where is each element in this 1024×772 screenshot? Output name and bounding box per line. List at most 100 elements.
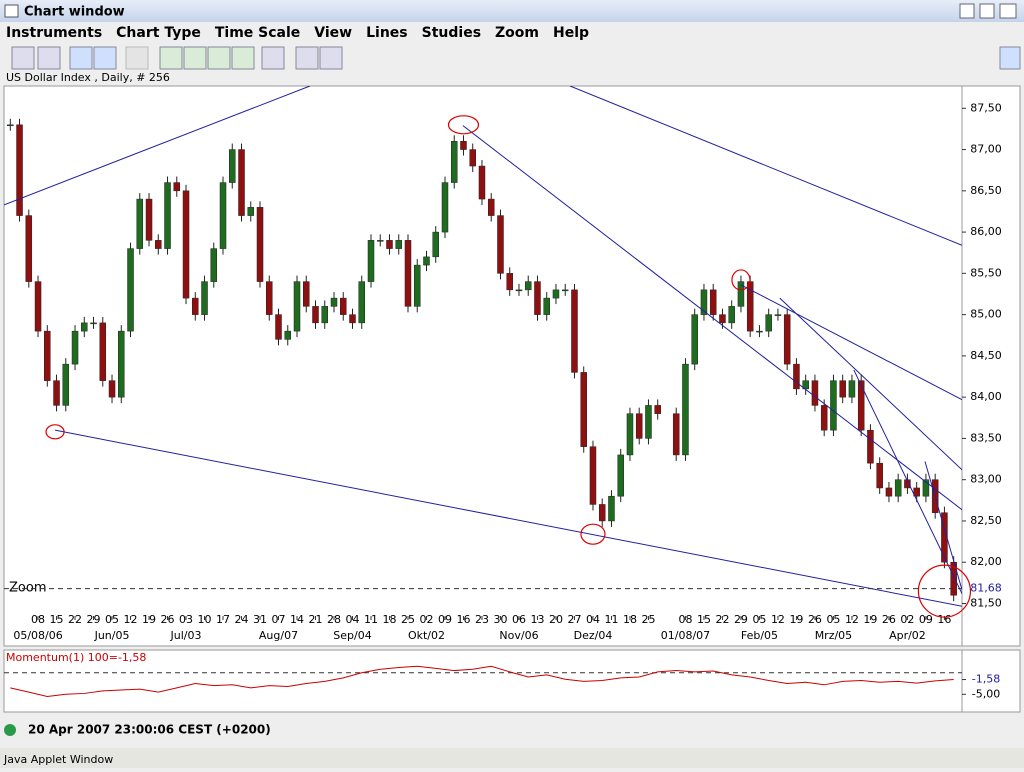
x-tick-label: 21 — [309, 613, 323, 626]
month-label: Dez/04 — [574, 629, 613, 642]
x-tick-label: 17 — [216, 613, 230, 626]
menu-item[interactable]: View — [314, 25, 352, 41]
month-label: Jul/03 — [170, 629, 202, 642]
x-tick-label: 24 — [235, 613, 249, 626]
month-label: Jun/05 — [94, 629, 130, 642]
x-tick-label: 05 — [752, 613, 766, 626]
candle-body — [201, 281, 208, 315]
month-label: 01/08/07 — [661, 629, 710, 642]
momentum-line — [10, 665, 954, 697]
candle-body — [62, 363, 70, 406]
close-button[interactable] — [999, 3, 1017, 19]
x-tick-label: 04 — [345, 613, 359, 626]
x-tick-label: 09 — [919, 613, 933, 626]
print-button[interactable] — [295, 46, 319, 70]
candle-body — [608, 495, 615, 522]
candle-body — [25, 215, 33, 282]
candle-body — [839, 380, 846, 398]
chart-tool[interactable] — [125, 46, 149, 70]
candle-body — [654, 405, 661, 414]
crosshair-tool[interactable] — [11, 46, 35, 70]
y-tick-label: 85,00 — [970, 308, 1002, 321]
candle-body — [913, 487, 920, 497]
x-tick-label: 18 — [623, 613, 637, 626]
candle-body — [709, 289, 717, 315]
menu-item[interactable]: Zoom — [495, 25, 539, 41]
month-label: Aug/07 — [259, 629, 298, 642]
candle-body — [691, 314, 698, 365]
highlight-circle — [731, 269, 751, 291]
candle-body — [524, 281, 532, 291]
minimize-button[interactable] — [959, 3, 975, 19]
candle-body — [53, 380, 60, 406]
candle-body — [728, 306, 735, 324]
x-tick-label: 20 — [549, 613, 563, 626]
candle-body — [450, 141, 458, 183]
candle-body — [423, 256, 430, 266]
y-tick-label: 86,50 — [970, 184, 1002, 197]
line-tool[interactable] — [231, 46, 255, 70]
x-tick-label: 22 — [715, 613, 729, 626]
trend-line — [924, 461, 962, 592]
line-tool[interactable] — [159, 46, 183, 70]
candle-body — [626, 413, 634, 456]
candle-body — [552, 289, 560, 299]
menu-item[interactable]: Time Scale — [215, 25, 300, 41]
candle-body — [330, 297, 338, 307]
line-tool[interactable] — [207, 46, 231, 70]
status-time: 20 Apr 2007 23:00:06 CEST (+0200) — [28, 723, 271, 737]
candle-body — [367, 240, 375, 282]
candle-body — [922, 479, 930, 497]
candle-body — [497, 215, 504, 274]
menu-item[interactable]: Instruments — [6, 25, 102, 41]
highlight-circle — [45, 424, 65, 440]
x-tick-label: 05 — [105, 613, 119, 626]
candle-body — [192, 297, 199, 315]
zoom-label: Zoom — [9, 581, 46, 596]
candle-body — [395, 240, 402, 249]
window-title: Chart window — [24, 5, 125, 20]
maximize-button[interactable] — [979, 3, 995, 19]
candle-body — [284, 330, 292, 340]
zoom-in[interactable] — [69, 46, 93, 70]
menu-item[interactable]: Chart Type — [116, 25, 201, 41]
menu-item[interactable]: Studies — [422, 25, 481, 41]
candle-body — [238, 149, 245, 216]
y-tick-label: 87,50 — [970, 101, 1002, 114]
x-tick-label: 06 — [512, 613, 526, 626]
candle-body — [635, 413, 643, 439]
menu-bar: Instruments Chart Type Time Scale View Lines… — [6, 25, 589, 41]
candle-body — [34, 281, 42, 332]
candle-body — [312, 306, 319, 324]
menu-item[interactable]: Help — [553, 25, 589, 41]
candle-body — [145, 198, 153, 241]
x-tick-label: 29 — [87, 613, 101, 626]
candle-body — [867, 429, 874, 464]
line-tool[interactable] — [183, 46, 207, 70]
candle-body — [127, 248, 134, 332]
x-tick-label: 04 — [586, 613, 600, 626]
candle-body — [413, 264, 421, 307]
candle-body — [118, 330, 125, 398]
x-tick-label: 26 — [882, 613, 896, 626]
x-tick-label: 08 — [678, 613, 692, 626]
pin-button[interactable] — [999, 46, 1021, 70]
y-tick-label: 84,00 — [970, 390, 1002, 403]
highlight-circle — [580, 523, 606, 545]
candle-body — [136, 198, 144, 249]
momentum-title: Momentum(1) 100=-1,58 — [6, 651, 146, 664]
grid-tool[interactable] — [261, 46, 285, 70]
month-label: Sep/04 — [333, 629, 371, 642]
menu-item[interactable]: Lines — [366, 25, 408, 41]
candle-body — [81, 322, 88, 332]
x-tick-label: 02 — [419, 613, 433, 626]
tool[interactable] — [37, 46, 61, 70]
x-tick-label: 19 — [142, 613, 156, 626]
y-tick-label: 87,00 — [970, 143, 1002, 156]
zoom-out[interactable] — [93, 46, 117, 70]
candle-body — [164, 182, 171, 249]
y-tick-label: -5,00 — [972, 687, 1000, 700]
footer: Java Applet Window — [3, 753, 113, 766]
y-tick-label: 82,50 — [970, 514, 1002, 527]
preview-button[interactable] — [319, 46, 343, 70]
